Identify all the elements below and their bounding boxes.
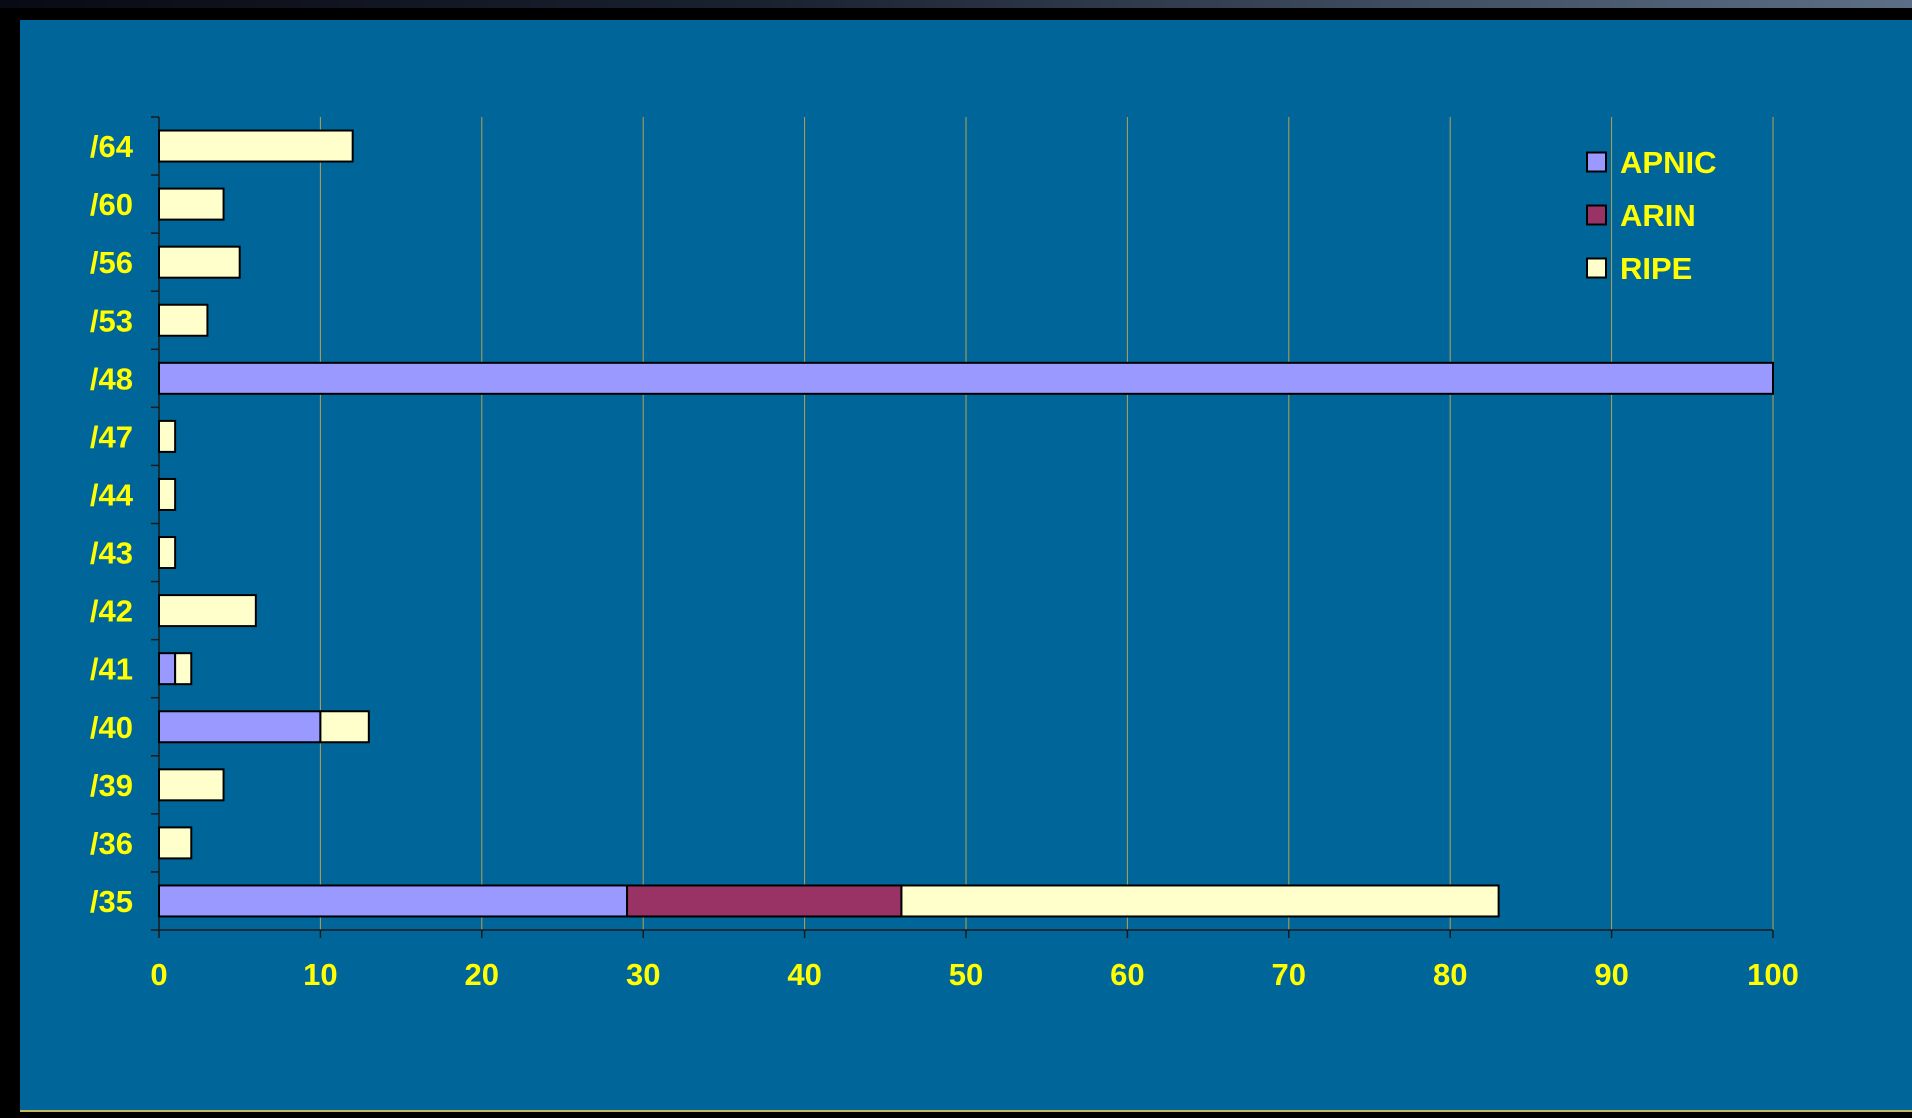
x-tick-label: 40 xyxy=(787,957,821,992)
bar-apnic-48 xyxy=(158,361,1774,395)
legend-label-apnic: APNIC xyxy=(1620,145,1716,180)
x-tick-label: 100 xyxy=(1747,957,1799,992)
y-tick-label: /39 xyxy=(90,768,133,803)
bar-apnic-35 xyxy=(158,884,629,918)
x-tick-labels: 0 10 20 30 40 50 60 70 80 90 100 xyxy=(150,957,1798,992)
gridlines xyxy=(319,117,1774,930)
bar-ripe-64 xyxy=(158,129,354,163)
bar-apnic-40 xyxy=(158,710,322,744)
bar-ripe-36 xyxy=(158,826,193,860)
bar-ripe-41 xyxy=(174,652,193,686)
y-tick-label: /60 xyxy=(90,187,133,222)
x-tick-label: 30 xyxy=(626,957,660,992)
legend-label-ripe: RIPE xyxy=(1620,251,1692,286)
bar-ripe-60 xyxy=(158,187,225,221)
bar-ripe-56 xyxy=(158,245,241,279)
title-strip xyxy=(0,0,1912,8)
bar-ripe-35 xyxy=(900,884,1500,918)
legend-label-arin: ARIN xyxy=(1620,198,1696,233)
y-tick-label: /44 xyxy=(90,477,134,512)
bars xyxy=(158,129,1774,918)
x-tick-label: 90 xyxy=(1594,957,1628,992)
y-tick-label: /35 xyxy=(90,884,133,919)
y-tick-label: /41 xyxy=(90,652,133,687)
bar-ripe-53 xyxy=(158,303,209,337)
y-tick-label: /43 xyxy=(90,536,133,571)
y-tick-label: /64 xyxy=(90,129,134,164)
y-tick-label: /56 xyxy=(90,245,133,280)
bar-ripe-43 xyxy=(158,536,177,570)
x-tick-label: 70 xyxy=(1272,957,1306,992)
x-tick-label: 80 xyxy=(1433,957,1467,992)
y-tick-label: /36 xyxy=(90,826,133,861)
legend-swatch-arin xyxy=(1586,204,1607,226)
legend: APNIC ARIN RIPE xyxy=(1586,145,1716,286)
y-tick-label: /48 xyxy=(90,361,133,396)
x-tick-label: 20 xyxy=(465,957,499,992)
bar-ripe-40 xyxy=(319,710,370,744)
x-tick-label: 50 xyxy=(949,957,983,992)
x-tick-label: 0 xyxy=(150,957,167,992)
bar-apnic-41 xyxy=(158,652,177,686)
y-tick-label: /42 xyxy=(90,594,133,629)
x-tick-label: 60 xyxy=(1110,957,1144,992)
bar-ripe-42 xyxy=(158,594,257,628)
y-tick-label: /47 xyxy=(90,419,133,454)
bar-ripe-44 xyxy=(158,477,177,511)
chart-panel: /64/60/56/53/48/47/44/43/42/41/40/39/36 /… xyxy=(20,20,1912,1112)
bar-ripe-47 xyxy=(158,419,177,453)
axes xyxy=(151,116,1774,938)
y-tick-label: /53 xyxy=(90,303,133,338)
legend-swatch-apnic xyxy=(1586,151,1607,173)
bar-chart: /64/60/56/53/48/47/44/43/42/41/40/39/36 /… xyxy=(90,116,1799,992)
y-tick-labels: /64/60/56/53/48/47/44/43/42/41/40/39/36 /… xyxy=(90,129,134,919)
legend-swatch-ripe xyxy=(1586,257,1607,279)
x-tick-label: 10 xyxy=(303,957,337,992)
bar-ripe-39 xyxy=(158,768,225,802)
y-tick-label: /40 xyxy=(90,710,133,745)
bar-arin-35 xyxy=(626,884,903,918)
